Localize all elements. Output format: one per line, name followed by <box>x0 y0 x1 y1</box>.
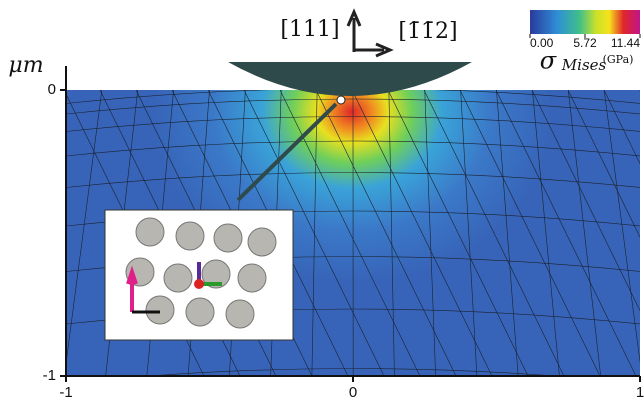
direction-label: [111] <box>280 17 339 42</box>
figure: [111] [1̄1̄2] μm σ Mises (GPa) -1 0 1 0 -1 0.… <box>0 0 644 402</box>
y-tick-label: 0 <box>48 81 56 98</box>
colorbar-tick-label: 0.00 <box>530 36 554 50</box>
mesh-line <box>23 90 66 376</box>
colorbar-unit: (GPa) <box>603 53 634 66</box>
direction-arrows <box>348 12 390 56</box>
colorbar-tick-label: 11.44 <box>611 36 640 50</box>
contact-point <box>337 96 345 104</box>
colorbar-label-sub: Mises <box>561 56 607 74</box>
colorbar-label: σ <box>540 47 557 75</box>
y-tick-label: -1 <box>43 367 56 384</box>
x-tick-label: -1 <box>59 384 72 401</box>
mesh-line <box>640 90 644 376</box>
direction-label: [1̄1̄2] <box>398 19 457 44</box>
colorbar <box>530 10 640 34</box>
x-tick-label: 1 <box>636 384 644 401</box>
inset <box>105 210 293 340</box>
unit-label: μm <box>8 53 43 78</box>
mesh-line <box>640 90 644 376</box>
x-tick-label: 0 <box>349 384 357 401</box>
colorbar-tick-label: 5.72 <box>573 36 597 50</box>
